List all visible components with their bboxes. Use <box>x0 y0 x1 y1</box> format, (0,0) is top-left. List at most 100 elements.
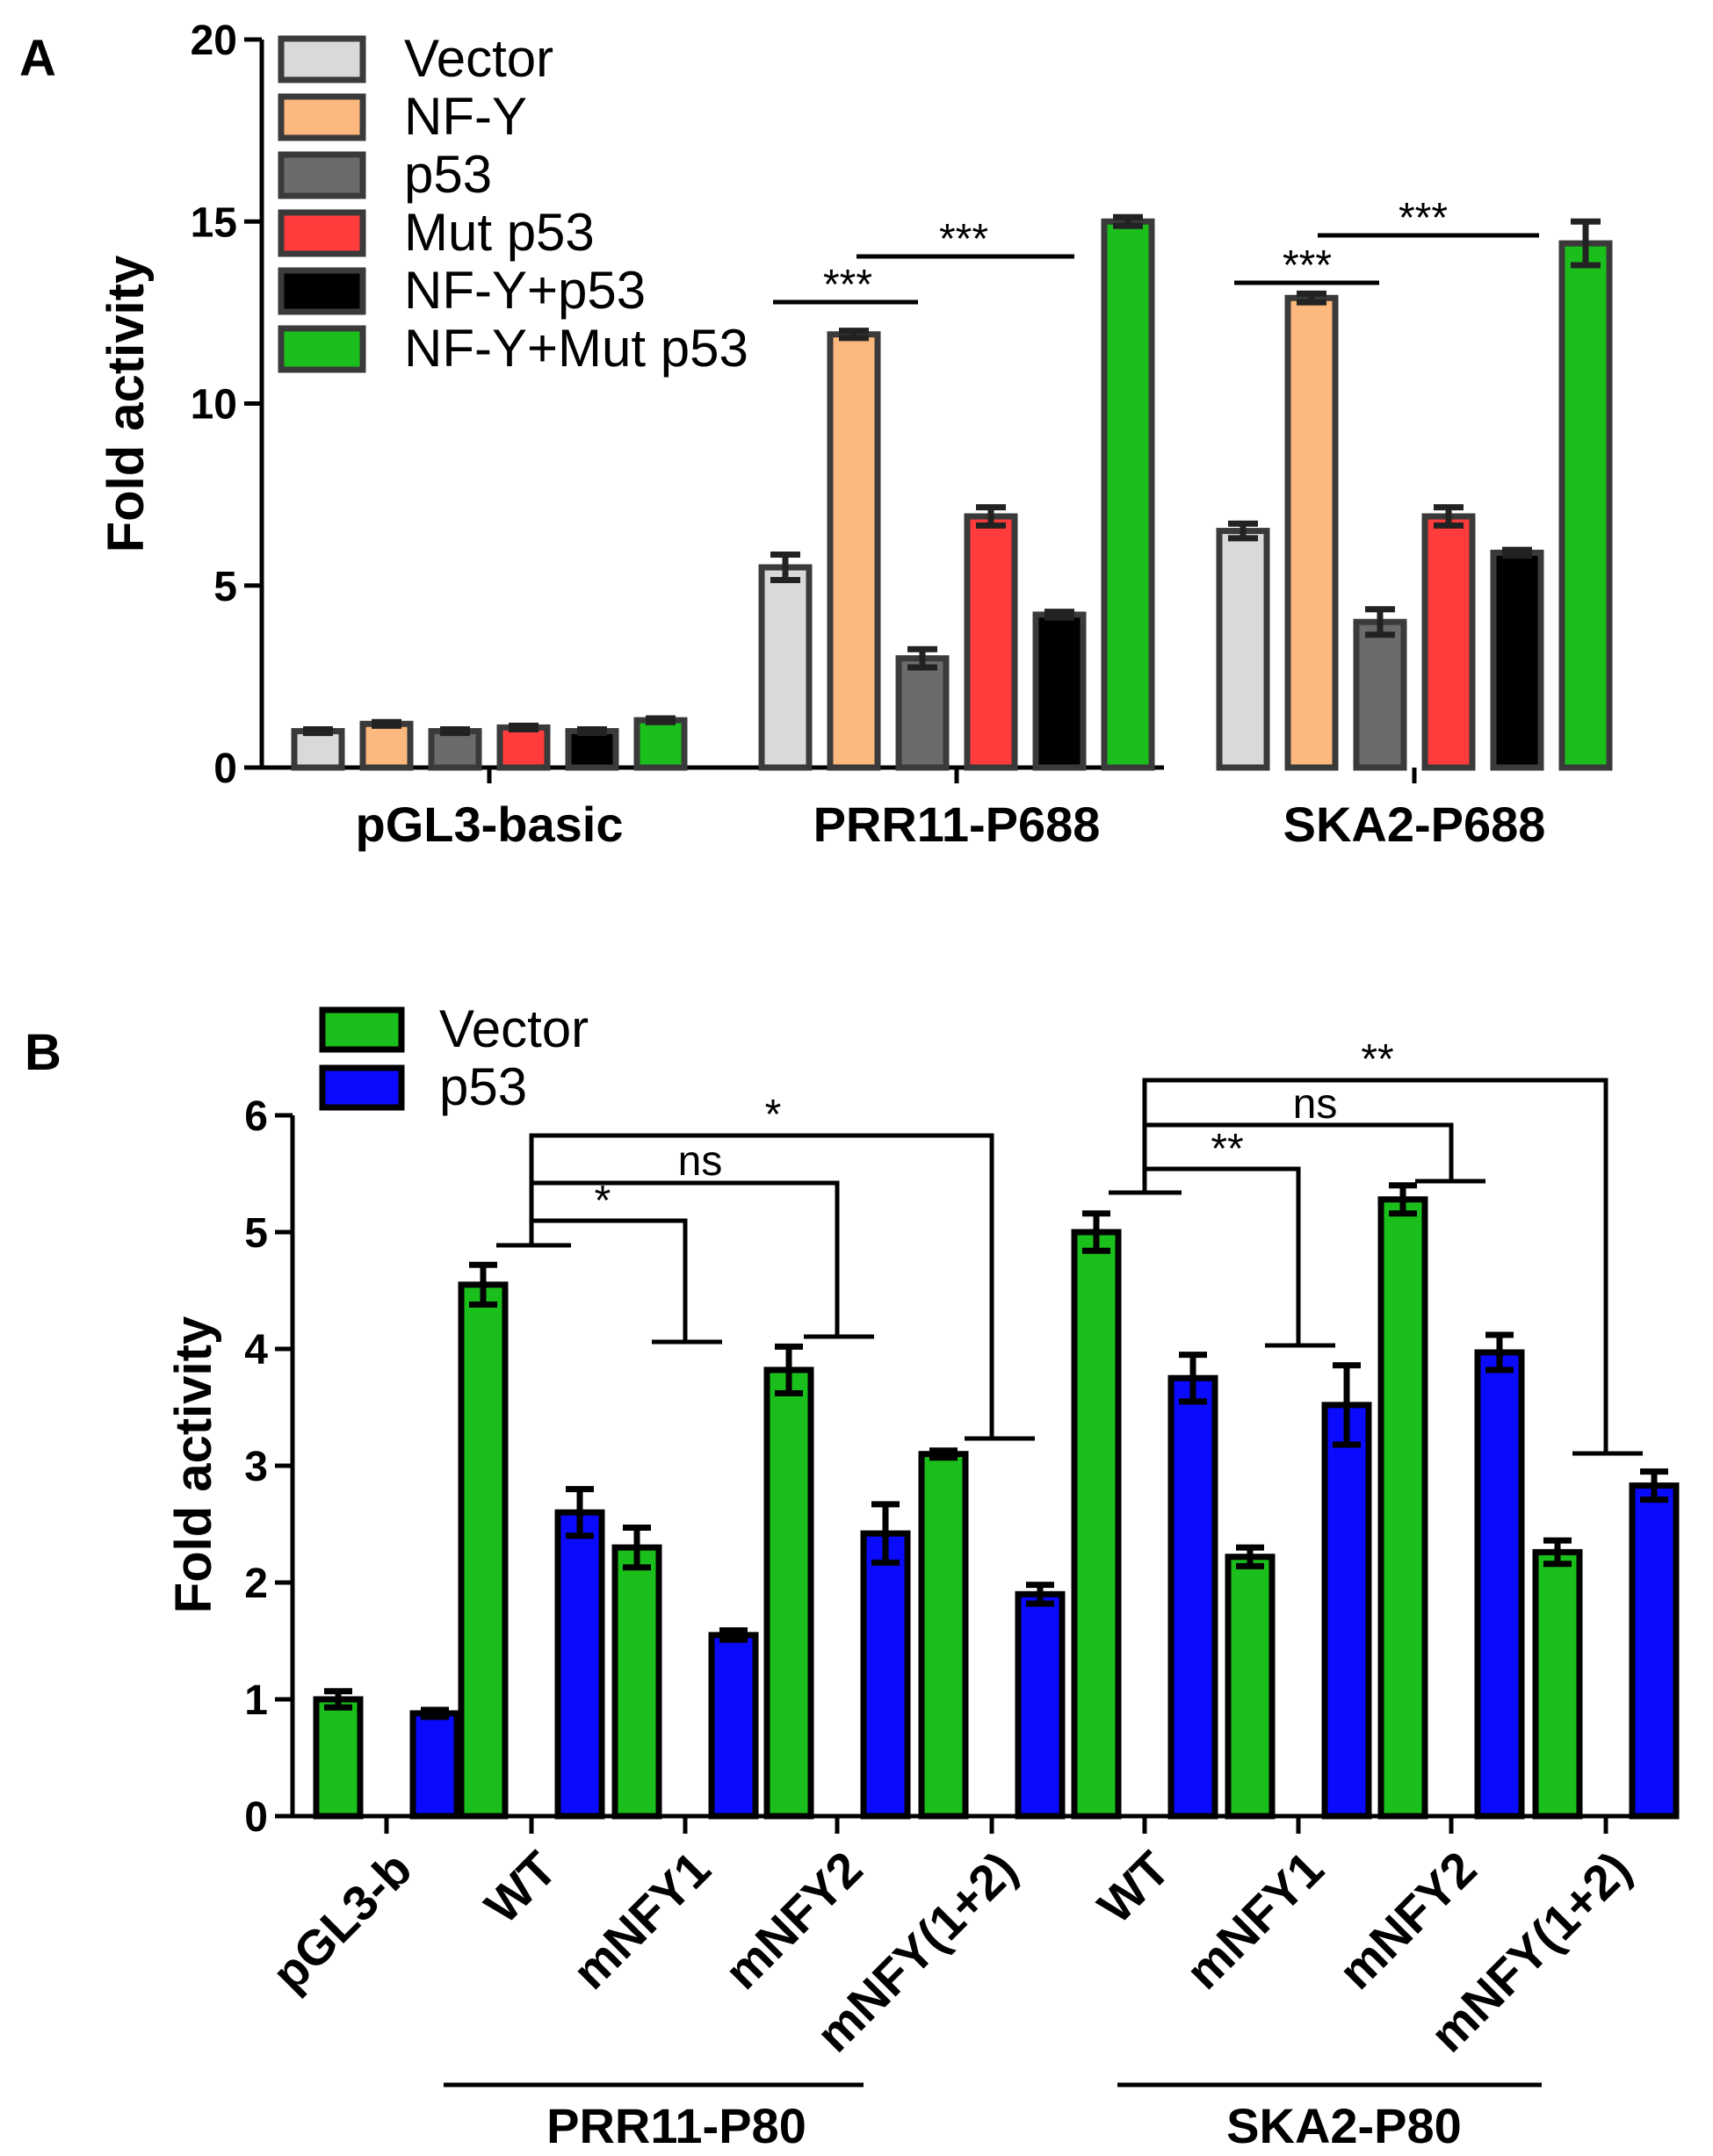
y-tick-label: 15 <box>191 199 237 246</box>
significance-bracket: *** <box>856 216 1074 263</box>
x-category-label: SKA2-P688 <box>1283 797 1546 852</box>
group-label: SKA2-P80 <box>1226 2098 1462 2153</box>
bar-p53-mnfy-1-2 <box>1015 1590 1066 1820</box>
panel-a-bars <box>291 213 1613 771</box>
legend-item-mut-p53: Mut p53 <box>278 203 595 262</box>
significance-bracket: * <box>529 1178 722 1345</box>
legend-swatch <box>278 209 366 257</box>
bar-group <box>359 718 414 771</box>
bar-group <box>1421 504 1476 771</box>
significance-bracket: ** <box>1142 1036 1643 1456</box>
bar-vector-mnfy-1-2 <box>918 1451 969 1820</box>
bar-group <box>895 645 950 771</box>
group-ska2-p80: SKA2-P80 <box>1117 2082 1542 2153</box>
significance-label: ** <box>1361 1036 1393 1083</box>
y-tick-label: 4 <box>244 1327 268 1374</box>
panel-b-y-axis-label: Fold activity <box>165 1316 222 1613</box>
x-category-label: mNFY2 <box>1328 1841 1487 2000</box>
bar-nf-y-prr11-p688 <box>827 331 881 771</box>
legend-label: Vector <box>404 29 553 88</box>
bar-group <box>565 725 619 771</box>
significance-bracket: *** <box>1234 242 1379 289</box>
bar-nf-y-ska2-p688 <box>1284 294 1339 771</box>
significance-bracket: ns <box>529 1138 874 1339</box>
legend-label: Vector <box>439 999 589 1058</box>
significance-bracket: ns <box>1142 1081 1485 1193</box>
bar-group <box>1015 1582 1066 1820</box>
legend-swatch <box>278 93 366 141</box>
bar-p53-mnfy2 <box>1474 1349 1525 1820</box>
bar-group <box>827 328 881 771</box>
significance-label: *** <box>823 262 872 308</box>
significance-label: ns <box>1293 1081 1338 1128</box>
bar-group <box>1629 1468 1680 1820</box>
y-tick-label: 0 <box>244 1794 268 1841</box>
legend-item-p53: p53 <box>278 145 492 204</box>
significance-bracket: *** <box>1318 195 1539 242</box>
bar-group <box>1377 1182 1428 1820</box>
legend-swatch <box>278 151 366 199</box>
bar-group <box>1032 609 1087 771</box>
x-category-label: WT <box>473 1841 567 1934</box>
bar-mut-p53-pgl3-basic <box>496 724 551 771</box>
bar-group <box>1474 1331 1525 1820</box>
bar-vector-ska2-p688 <box>1216 528 1270 771</box>
legend-swatch <box>319 1064 405 1111</box>
legend-item-vector: Vector <box>278 29 553 88</box>
bar-group <box>409 1706 460 1820</box>
panel-a-significance: *** *** *** *** <box>773 195 1539 308</box>
bar-mut-p53-prr11-p688 <box>964 513 1018 771</box>
y-tick-label: 5 <box>213 564 237 610</box>
bar-vector-pgl3-basic <box>291 728 345 771</box>
bar-group <box>458 1261 509 1820</box>
bar-p53-mnfy1 <box>1321 1402 1372 1820</box>
bar-vector-wt <box>458 1281 509 1820</box>
significance-label: * <box>595 1178 611 1224</box>
significance-label: ** <box>1211 1126 1243 1172</box>
panel-b-significance: *ns***ns** <box>496 1036 1643 1456</box>
legend-label: NF-Y+p53 <box>404 261 646 320</box>
significance-label: *** <box>939 216 988 263</box>
bar-group <box>1284 290 1339 771</box>
panel-a-y-axis-label: Fold activity <box>98 256 155 552</box>
bar-p53-pgl3-b <box>409 1710 460 1820</box>
bar-vector-wt <box>1071 1229 1122 1820</box>
bar-vector-pgl3-b <box>313 1696 364 1820</box>
bar-group <box>1321 1362 1372 1820</box>
legend-swatch <box>278 325 366 373</box>
bar-group <box>554 1486 605 1820</box>
y-tick-label: 2 <box>244 1561 268 1607</box>
bar-group <box>313 1688 364 1820</box>
significance-label: ns <box>678 1138 723 1185</box>
bar-group <box>1353 606 1407 771</box>
legend-item-nf-y: NF-Y <box>278 87 527 146</box>
bar-group <box>1558 218 1613 771</box>
bar-group <box>633 715 688 771</box>
significance-line <box>1142 1166 1301 1345</box>
y-tick-label: 5 <box>244 1210 268 1257</box>
bar-nf-y-p53-prr11-p688 <box>1032 611 1087 771</box>
bar-p53-ska2-p688 <box>1353 618 1407 771</box>
bar-nf-y-pgl3-basic <box>359 720 414 771</box>
bar-vector-mnfy2 <box>763 1366 814 1820</box>
bar-vector-mnfy-1-2 <box>1532 1548 1583 1820</box>
legend-item-p53: p53 <box>319 1057 527 1116</box>
x-category-label: mNFY1 <box>1175 1841 1334 2000</box>
bar-group <box>611 1524 662 1820</box>
y-tick-label: 3 <box>244 1444 268 1490</box>
bar-nf-y-p53-ska2-p688 <box>1490 549 1544 771</box>
significance-bracket: *** <box>773 262 918 308</box>
bar-vector-prr11-p688 <box>758 564 813 771</box>
bar-nf-y-mut-p53-prr11-p688 <box>1101 218 1155 771</box>
y-tick-label: 6 <box>244 1093 268 1140</box>
legend-label: p53 <box>439 1057 527 1116</box>
bar-group <box>1101 213 1155 771</box>
legend-swatch <box>319 1006 405 1053</box>
y-tick-label: 1 <box>244 1677 268 1724</box>
legend-swatch <box>278 35 366 83</box>
legend-label: NF-Y+Mut p53 <box>404 319 748 378</box>
x-category-label: mNFY1 <box>562 1841 721 2000</box>
